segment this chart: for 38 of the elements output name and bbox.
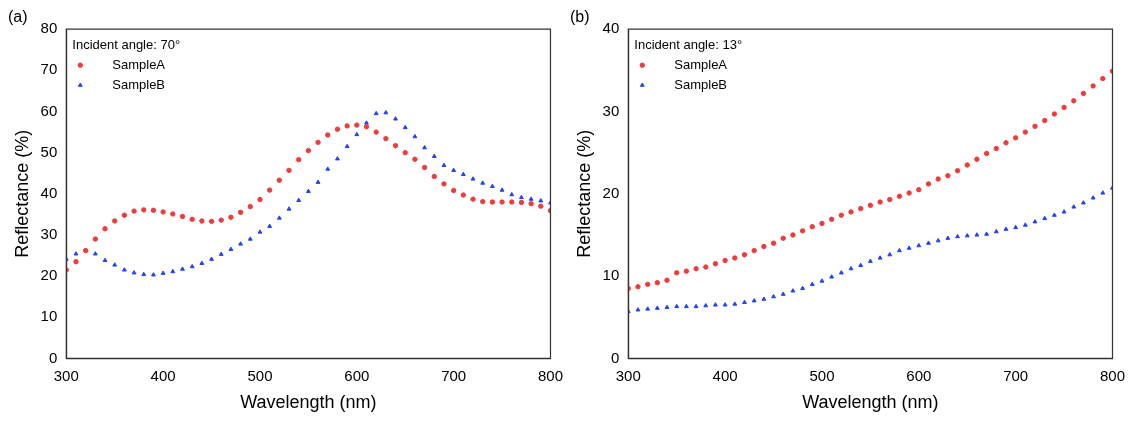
y-tick-label: 0 — [610, 348, 620, 366]
legend-title: Incident angle: 70° — [72, 36, 181, 52]
legend-label: SampleB — [674, 76, 728, 92]
y-axis-title: Reflectance (%) — [573, 129, 594, 258]
legend-label: SampleB — [112, 76, 166, 92]
legend-title: Incident angle: 13° — [634, 36, 743, 52]
y-tick-label: 40 — [602, 19, 620, 37]
x-tick-label: 800 — [1099, 366, 1125, 384]
y-tick-label: 70 — [40, 60, 58, 78]
y-tick-label: 0 — [48, 348, 58, 366]
legend-label: SampleA — [112, 56, 166, 72]
y-axis-title: Reflectance (%) — [11, 129, 32, 258]
y-tick-label: 10 — [40, 307, 58, 325]
y-tick-label: 10 — [602, 266, 620, 284]
y-tick-label: 30 — [602, 101, 620, 119]
x-tick-label: 300 — [615, 366, 641, 384]
y-tick-label: 30 — [40, 225, 58, 243]
x-tick-label: 500 — [247, 366, 273, 384]
y-tick-label: 80 — [40, 19, 58, 37]
x-tick-label: 700 — [441, 366, 467, 384]
x-tick-label: 600 — [906, 366, 932, 384]
x-tick-label: 800 — [537, 366, 563, 384]
y-tick-label: 20 — [40, 266, 58, 284]
x-tick-label: 700 — [1003, 366, 1029, 384]
x-tick-label: 600 — [344, 366, 370, 384]
legend-label: SampleA — [674, 56, 728, 72]
x-tick-label: 500 — [809, 366, 835, 384]
x-tick-label: 300 — [53, 366, 79, 384]
x-axis-title: Wavelength (nm) — [240, 392, 377, 413]
chart-title: (b) — [570, 8, 590, 26]
y-tick-label: 20 — [602, 183, 620, 201]
x-tick-label: 400 — [712, 366, 738, 384]
y-tick-label: 60 — [40, 101, 58, 119]
y-tick-label: 40 — [40, 183, 58, 201]
x-tick-label: 400 — [150, 366, 176, 384]
x-axis-title: Wavelength (nm) — [802, 392, 939, 413]
y-tick-label: 50 — [40, 142, 58, 160]
chart-title: (a) — [8, 8, 28, 26]
